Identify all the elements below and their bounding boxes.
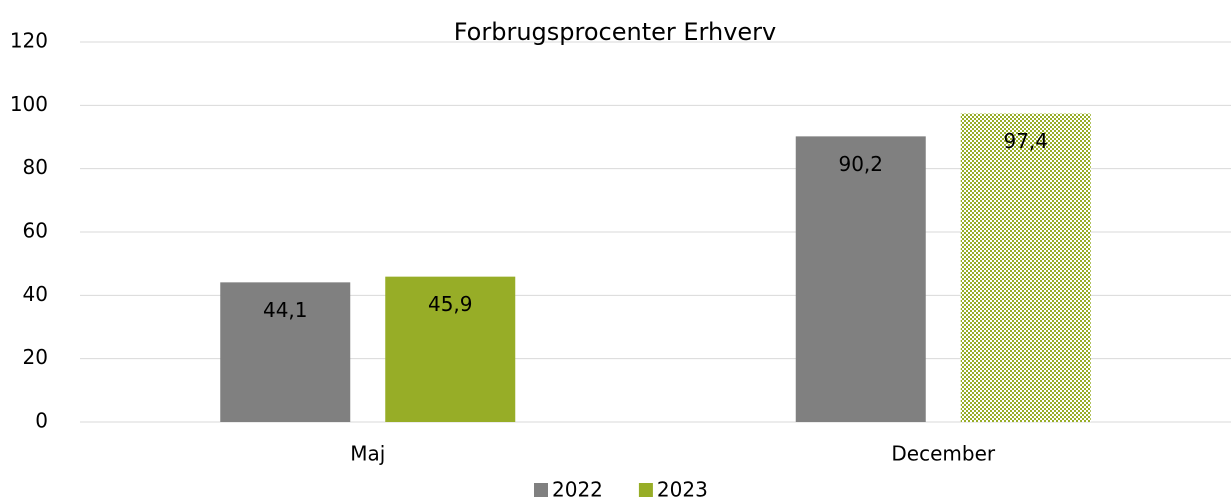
- y-tick-label: 100: [10, 92, 48, 116]
- bar: [960, 113, 1091, 423]
- y-tick-label: 80: [23, 155, 48, 179]
- y-tick-label: 0: [35, 409, 48, 433]
- legend-label: 2023: [657, 478, 708, 498]
- y-tick-label: 40: [23, 282, 48, 306]
- y-tick-label: 120: [10, 29, 48, 53]
- data-label: 97,4: [1003, 129, 1048, 153]
- data-label: 45,9: [428, 292, 473, 316]
- x-tick-label: December: [891, 442, 995, 466]
- bar: [795, 136, 926, 422]
- data-label: 44,1: [263, 298, 308, 322]
- y-tick-label: 60: [23, 219, 48, 243]
- legend-label: 2022: [552, 478, 603, 498]
- legend-swatch: [638, 483, 653, 497]
- y-tick-label: 20: [23, 345, 48, 369]
- x-tick-label: Maj: [350, 442, 385, 466]
- chart-title: Forbrugsprocenter Erhverv: [454, 18, 777, 46]
- bar: [220, 282, 351, 422]
- data-label: 90,2: [838, 152, 883, 176]
- bar: [385, 276, 516, 422]
- legend-swatch: [534, 483, 548, 497]
